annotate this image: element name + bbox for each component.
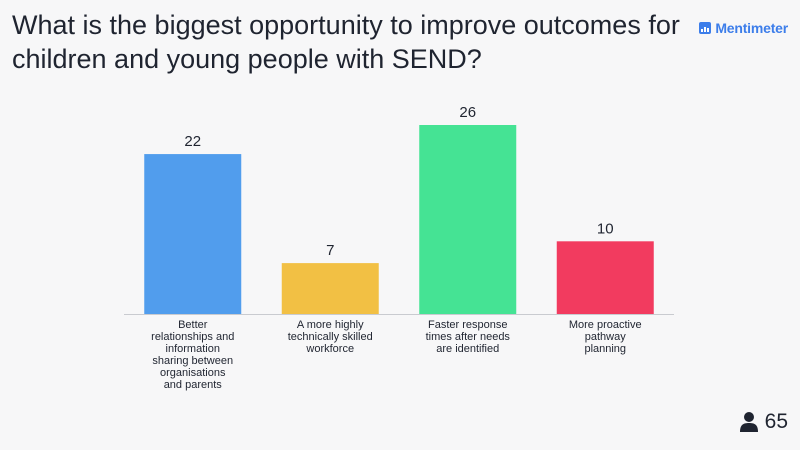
- category-label: Faster response times after needs are iden…: [426, 319, 511, 355]
- bar-value-label: 10: [597, 220, 614, 237]
- brand-name: Mentimeter: [715, 20, 788, 36]
- brand-logo: Mentimeter: [699, 20, 788, 36]
- page-title: What is the biggest opportunity to impro…: [12, 10, 680, 74]
- mentimeter-icon: [699, 22, 712, 34]
- category-label: A more highly technically skilled workforc…: [288, 319, 373, 355]
- bar-value-label: 22: [184, 133, 201, 150]
- person-icon: [739, 412, 758, 432]
- bar-2: [281, 263, 379, 314]
- bar-value-label: 7: [326, 242, 334, 259]
- category-label: Better relationships and information sharin…: [151, 319, 234, 391]
- bar-4: [556, 241, 654, 314]
- bar-1: [144, 154, 242, 314]
- bar-3: [419, 125, 517, 314]
- response-count: 65: [764, 410, 788, 433]
- category-label: More proactive pathway planning: [569, 319, 642, 355]
- response-counter: 65: [739, 410, 788, 434]
- bar-value-label: 26: [459, 104, 476, 121]
